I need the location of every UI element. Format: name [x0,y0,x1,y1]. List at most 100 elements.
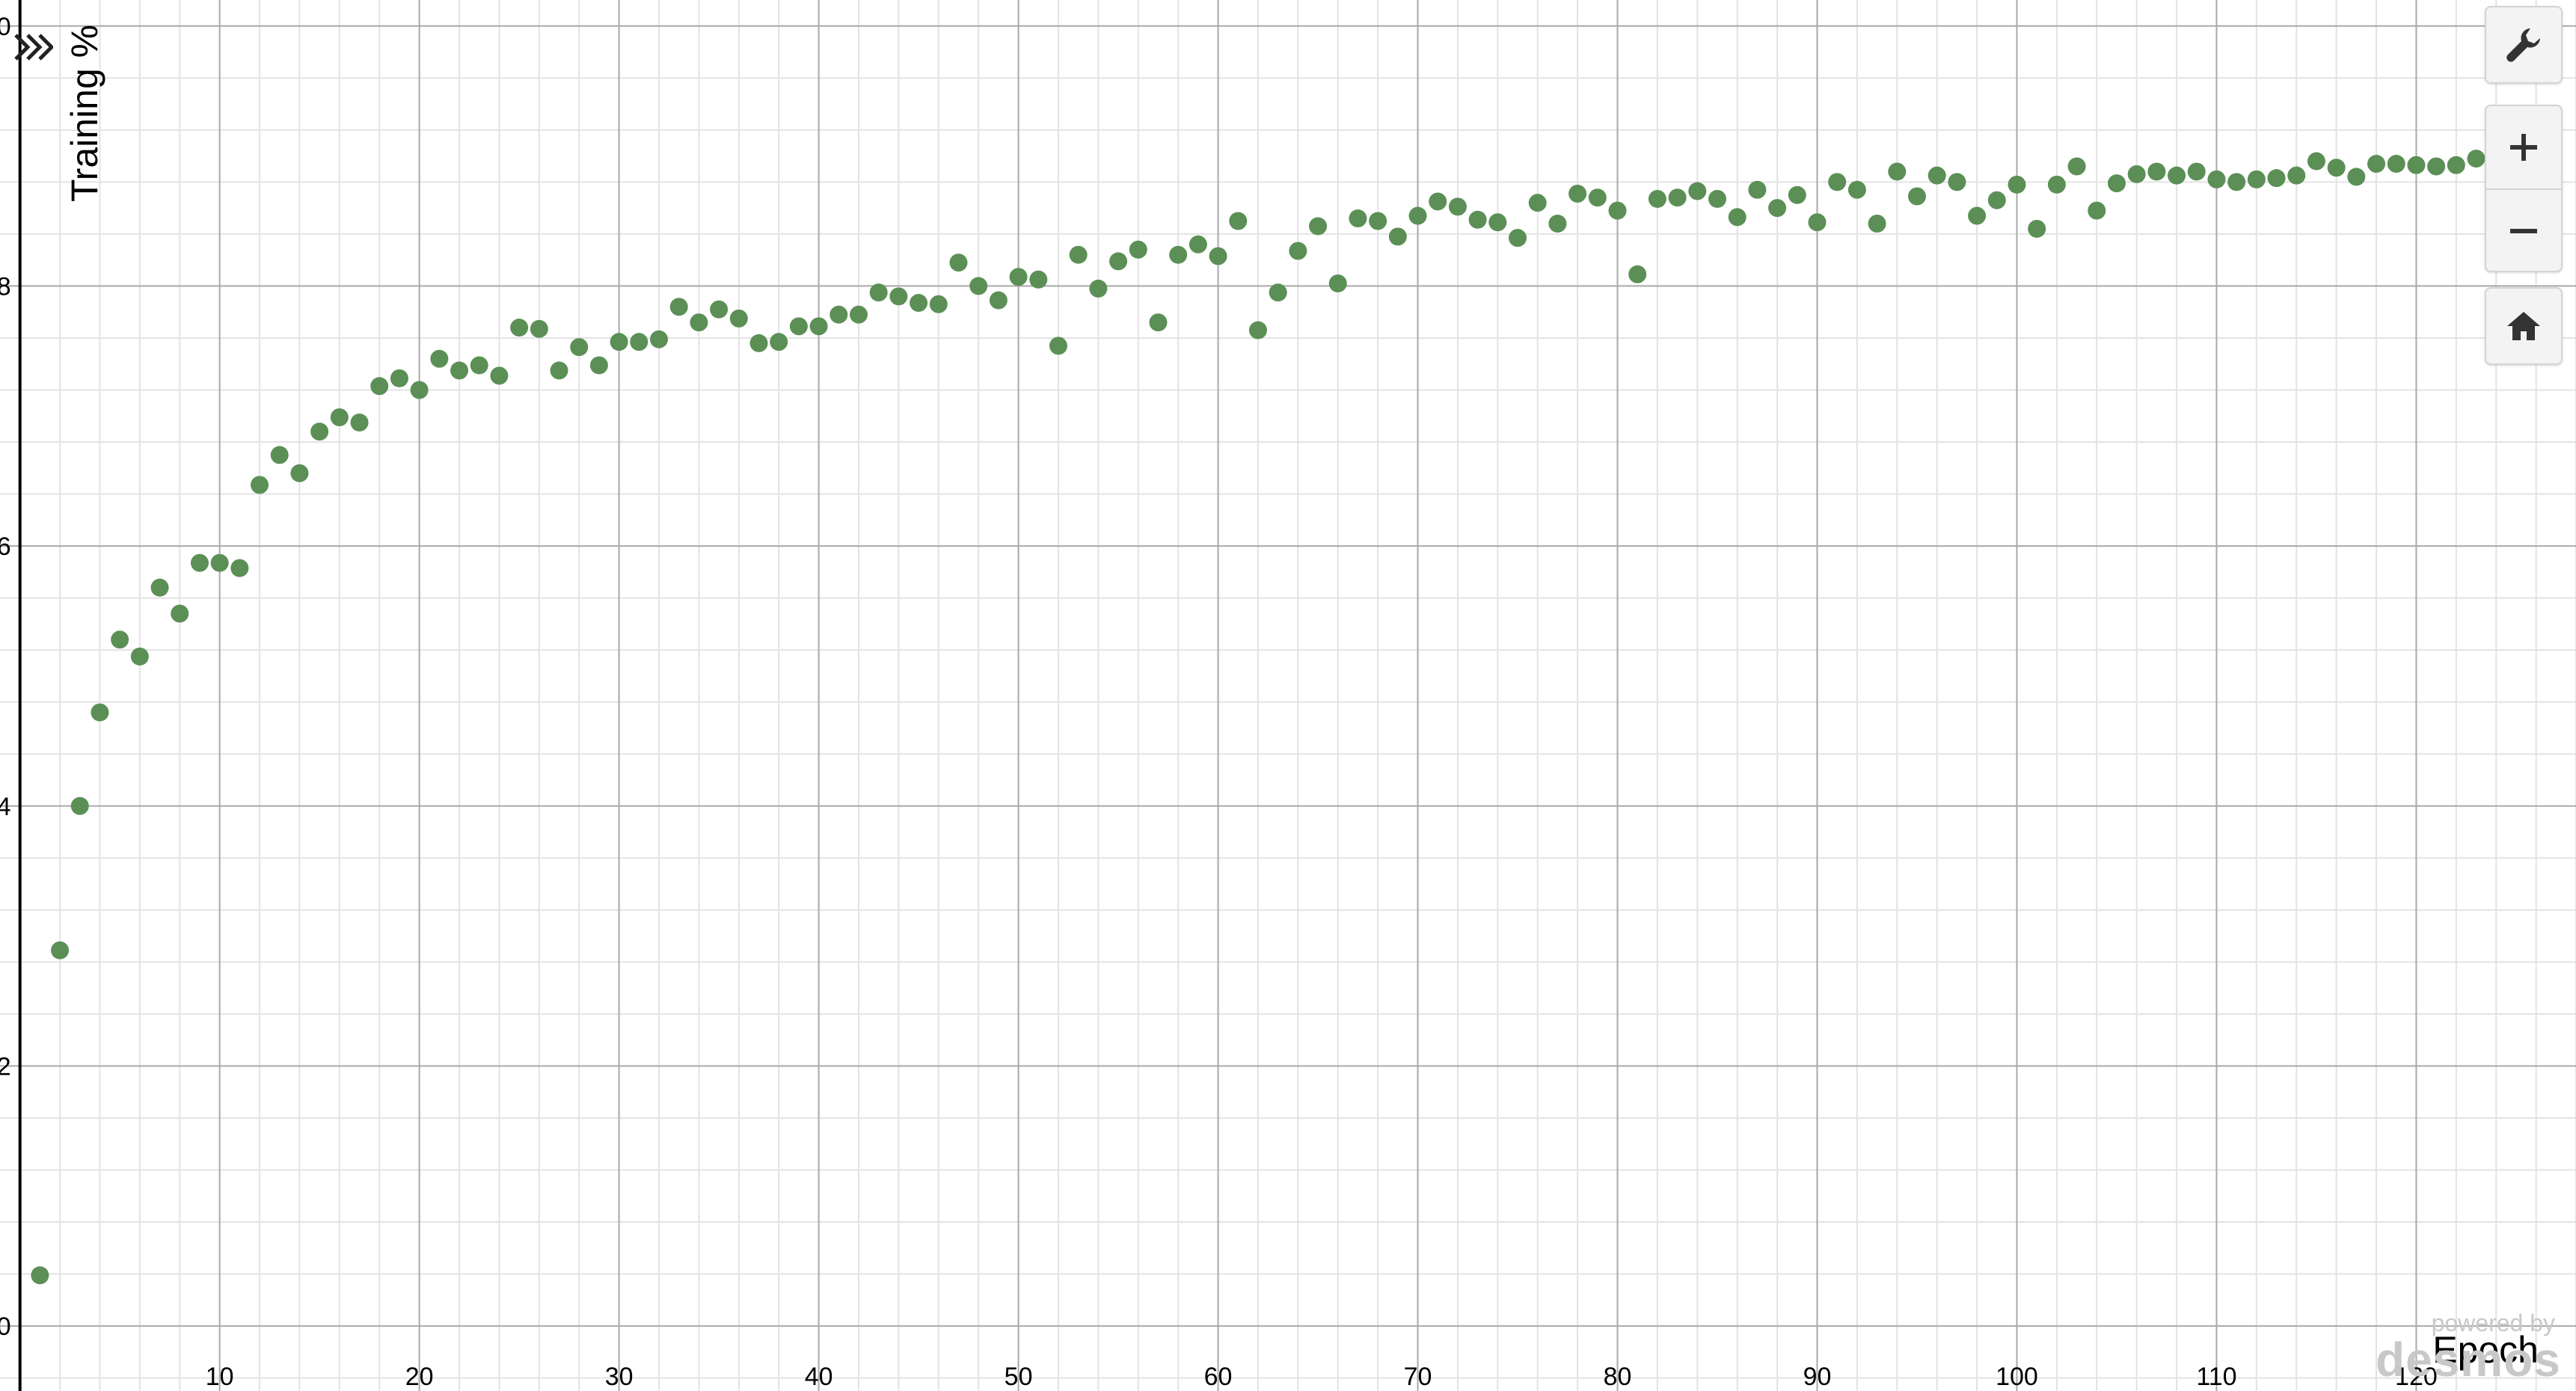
data-point [1828,173,1847,191]
data-point [91,703,109,722]
data-point [2307,152,2325,171]
data-point [1189,235,1207,254]
data-point [630,333,648,351]
data-point [749,334,768,352]
data-point [270,446,289,464]
data-point [51,941,70,959]
watermark-brand: desmos [2376,1333,2561,1387]
data-point [530,319,548,338]
data-point [1089,279,1108,298]
data-point [330,408,349,426]
data-point [1429,192,1447,211]
zoom-out-button[interactable] [2486,188,2561,272]
x-tick-label: 110 [2196,1363,2236,1391]
data-point [1229,212,1248,230]
data-point [1748,180,1767,199]
y-tick-label: 90 [0,1312,11,1341]
data-point [770,333,788,351]
data-point [2008,175,2026,194]
data-point [1488,213,1507,232]
data-point [1009,268,1028,286]
x-tick-label: 50 [1005,1363,1033,1391]
data-point [470,356,488,375]
data-point [869,283,888,302]
data-point [370,377,389,396]
graph-settings-button[interactable] [2485,6,2563,84]
data-point [130,647,149,666]
default-viewport-button[interactable] [2485,287,2563,365]
data-point [2227,173,2246,191]
y-tick-label: 94 [0,793,11,821]
data-point [1209,247,1227,265]
data-point [1948,173,1966,191]
data-point [390,369,408,387]
data-point [2187,162,2206,181]
data-point [1728,208,1747,227]
data-point [1847,180,1866,199]
x-tick-label: 100 [1996,1363,2038,1391]
data-point [2287,166,2306,185]
data-point [2407,156,2426,174]
data-point [1169,245,1188,264]
data-point [2107,174,2126,193]
data-point [70,796,89,815]
data-point [710,300,729,319]
data-point [1668,188,1687,207]
data-point [1968,206,1987,225]
data-point [2367,155,2386,174]
data-point [1588,188,1607,207]
data-point [1328,274,1347,292]
data-point [1928,166,1946,185]
data-point [171,604,189,623]
data-point [2447,156,2465,174]
data-point [450,361,469,380]
data-point [2267,169,2286,188]
data-point [1868,214,1886,233]
x-tick-label: 90 [1803,1363,1832,1391]
data-point [1788,185,1806,204]
data-point [1568,185,1587,203]
data-point [550,361,568,380]
data-point [929,295,948,313]
y-tick-label: 96 [0,532,11,561]
data-point [510,319,529,337]
data-point [1129,240,1147,259]
data-point [789,317,808,336]
data-point [610,333,628,351]
y-axis-label: Training % [64,25,105,202]
data-point [1688,182,1707,200]
data-point [1608,201,1627,220]
data-point [490,366,509,385]
data-point [1768,199,1787,218]
x-tick-label: 20 [405,1363,434,1391]
tick-labels: 10 20 30 40 50 60 70 80 90 100 110 120 90 92 94 96 98 100 [0,13,2438,1391]
data-point [1309,217,1328,236]
data-point [1109,252,1128,271]
zoom-controls [2485,105,2563,272]
data-points [31,150,2485,1285]
data-point [350,413,369,432]
data-point [1708,189,1726,208]
x-tick-label: 80 [1604,1363,1632,1391]
data-point [729,309,748,328]
data-point [1248,321,1267,340]
data-point [1069,245,1088,264]
data-point [989,291,1008,310]
expand-panel-button[interactable] [6,21,58,73]
y-tick-label: 92 [0,1052,11,1081]
data-point [210,553,229,572]
data-point [1269,283,1287,302]
data-point [230,559,249,577]
double-chevron-right-icon [14,34,53,61]
data-point [589,356,608,375]
data-point [2427,157,2446,176]
data-point [1448,197,1467,216]
x-axis-label: Epoch [2432,1329,2539,1371]
minus-icon [2510,229,2537,233]
data-point [1388,227,1407,246]
data-point [2327,159,2346,177]
data-point [1468,210,1487,229]
zoom-in-button[interactable] [2486,106,2561,188]
